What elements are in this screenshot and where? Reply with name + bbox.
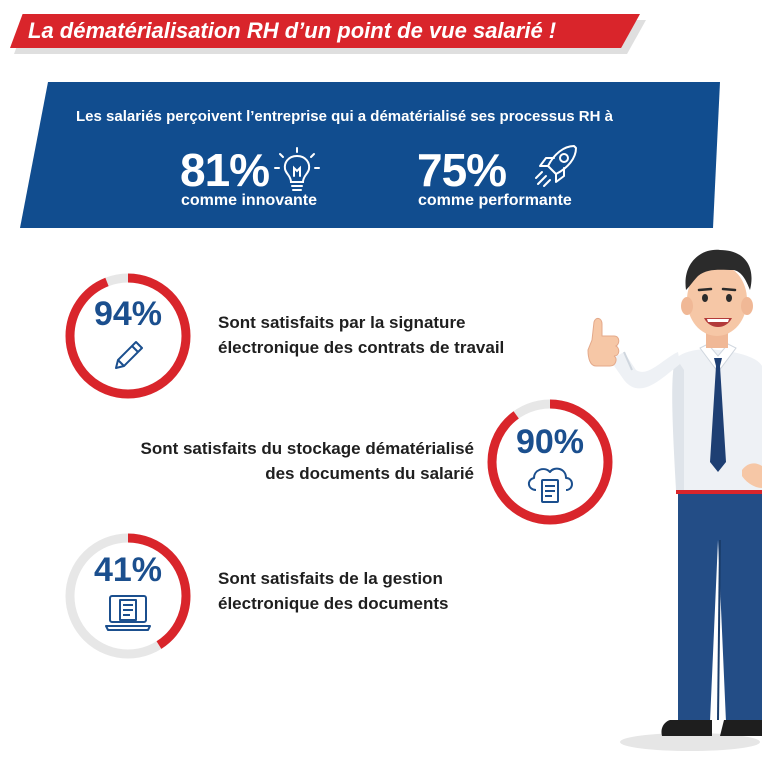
cloud-document-icon [524,462,576,506]
stat-stockage-ring [482,394,618,530]
stat-stockage-line2: des documents du salarié [265,464,474,483]
stat-stockage-value: 90% [515,423,585,461]
stat-signature-label: Sont satisfaits par la signature électro… [218,310,504,360]
stat-stockage-progress-arc [487,399,613,525]
stat-stockage-label: Sont satisfaits du stockage dématérialis… [96,436,474,486]
lightbulb-icon [272,146,322,194]
stat-signature-value: 94% [93,295,163,333]
businessman-illustration [570,240,762,757]
perception-banner [20,82,720,228]
page-title: La dématérialisation RH d’un point de vu… [28,18,557,43]
stat-performante-caption: comme performante [418,192,572,209]
stat-stockage-line1: Sont satisfaits du stockage dématérialis… [140,439,474,458]
stat-signature-line2: électronique des contrats de travail [218,338,505,357]
banner-intro: Les salariés perçoivent l’entreprise qui… [76,108,613,125]
stat-performante-value: 75% [417,144,507,196]
computer-document-icon [104,592,152,634]
stat-innovante-value: 81% [180,144,270,196]
pen-icon [110,338,148,374]
stat-gestion-line1: Sont satisfaits de la gestion [218,569,443,588]
stat-innovante-caption: comme innovante [181,192,318,209]
rocket-icon [530,140,584,192]
stat-gestion-value: 41% [93,551,163,589]
stat-gestion-line2: électronique des documents [218,594,449,613]
stat-signature-progress-arc [65,273,191,399]
stat-signature-ring [60,268,196,404]
title-banner [10,14,640,48]
stat-gestion-progress-arc [65,533,191,659]
stat-signature-line1: Sont satisfaits par la signature [218,313,466,332]
stat-gestion-label: Sont satisfaits de la gestion électroniq… [218,566,449,616]
